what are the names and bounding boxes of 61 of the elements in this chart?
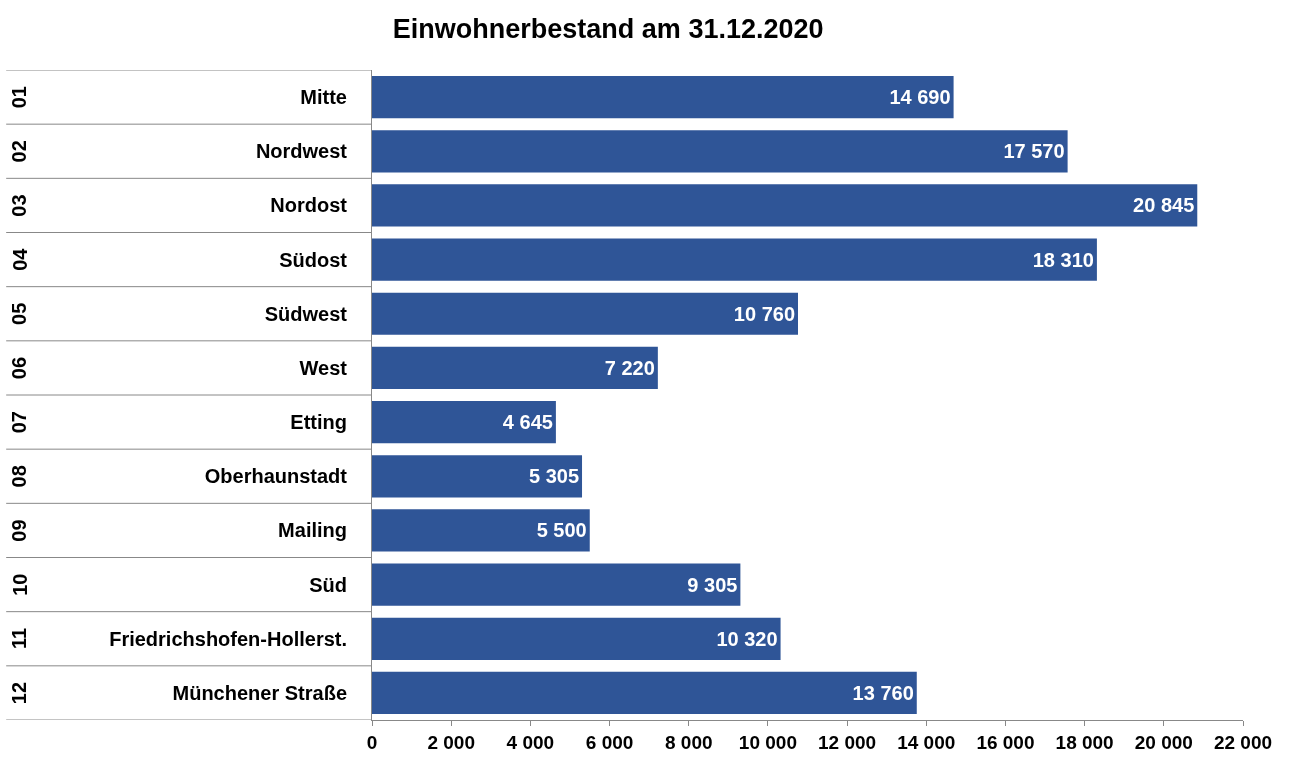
data-label: 5 500 — [536, 519, 587, 542]
bar — [372, 671, 917, 715]
x-tick-label: 10 000 — [738, 731, 797, 753]
y-tick-label: Friedrichshofen-Hollerst. — [109, 627, 347, 650]
x-tick-label: 6 000 — [585, 731, 634, 753]
x-tick-label: 4 000 — [506, 731, 555, 753]
text: 11 — [8, 627, 31, 649]
y-tick-label: Etting — [290, 411, 347, 434]
chart-title: Einwohnerbestand am 31.12.2020 — [392, 14, 824, 45]
x-tick-label: 16 000 — [976, 731, 1035, 753]
y-tick-label: Südost — [279, 248, 348, 271]
y-tick-label: Oberhaunstadt — [204, 465, 348, 488]
y-tick-label: Mailing — [278, 519, 347, 542]
x-tick-label: 14 000 — [897, 731, 956, 753]
bar — [372, 184, 1198, 227]
bar — [372, 400, 556, 444]
bar — [372, 238, 1097, 281]
x-tick-label: 8 000 — [664, 731, 713, 753]
bar — [372, 617, 781, 660]
bar — [372, 509, 590, 552]
data-label: 7 220 — [604, 356, 655, 379]
text: 08 — [8, 465, 30, 488]
y-tick-label: Nordwest — [255, 140, 348, 163]
x-tick-label: 2 000 — [427, 731, 475, 753]
data-label: 18 310 — [1032, 248, 1094, 271]
text: 06 — [8, 356, 31, 380]
bar — [372, 292, 798, 335]
data-label: 20 845 — [1133, 194, 1195, 217]
text: 03 — [7, 194, 30, 217]
bar — [372, 346, 658, 390]
data-label: 14 690 — [889, 86, 951, 109]
text: 01 — [8, 86, 31, 109]
x-tick-label: 18 000 — [1055, 731, 1114, 753]
data-label: 10 760 — [733, 302, 795, 325]
text: 07 — [8, 411, 31, 434]
y-tick-label: Münchener Straße — [172, 681, 347, 704]
y-tick-label: Südwest — [264, 302, 348, 325]
x-tick-label: 12 000 — [818, 731, 877, 753]
x-tick-label: 22 000 — [1213, 731, 1273, 753]
y-tick-label: Süd — [309, 573, 347, 596]
bar — [372, 75, 954, 119]
y-tick-label: Nordost — [270, 194, 348, 217]
text: 04 — [8, 247, 31, 271]
text: 12 — [8, 681, 31, 705]
x-tick-label: 20 000 — [1134, 731, 1193, 753]
y-tick-label: Mitte — [300, 86, 347, 109]
bar — [372, 455, 583, 498]
text: 10 — [8, 573, 31, 596]
data-label: 4 645 — [502, 411, 553, 434]
text: 02 — [8, 140, 30, 163]
y-tick-label: West — [299, 356, 348, 379]
data-label: 9 305 — [687, 573, 738, 596]
data-label: 13 760 — [852, 681, 914, 704]
bar — [372, 563, 741, 606]
data-label: 10 320 — [716, 627, 778, 650]
x-tick-label: 0 — [366, 731, 378, 753]
data-label: 17 570 — [1003, 140, 1065, 163]
text: 09 — [7, 519, 30, 542]
data-label: 5 305 — [528, 465, 580, 488]
text: 05 — [8, 302, 31, 325]
bar — [372, 130, 1068, 173]
